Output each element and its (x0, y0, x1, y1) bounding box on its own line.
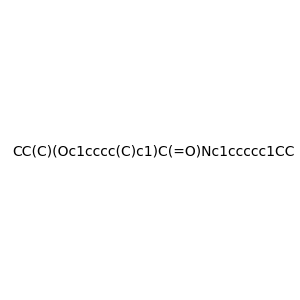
Text: CC(C)(Oc1cccc(C)c1)C(=O)Nc1ccccc1CC: CC(C)(Oc1cccc(C)c1)C(=O)Nc1ccccc1CC (13, 145, 295, 158)
